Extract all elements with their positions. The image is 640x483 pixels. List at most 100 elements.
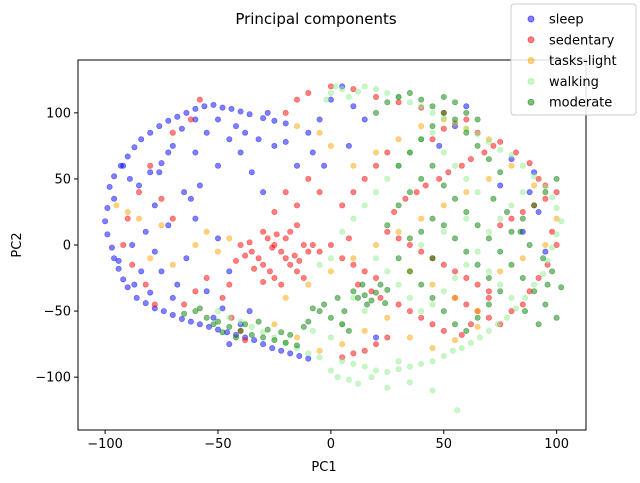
- data-point: [354, 294, 361, 301]
- data-point: [406, 308, 413, 315]
- data-point: [305, 248, 312, 255]
- data-point: [309, 242, 316, 249]
- legend-label: tasks-light: [549, 54, 617, 69]
- data-point: [542, 248, 549, 255]
- data-point: [395, 99, 402, 106]
- data-point: [271, 337, 278, 344]
- data-point: [440, 261, 447, 268]
- data-point: [151, 248, 158, 255]
- data-point: [341, 308, 348, 315]
- data-point: [120, 276, 127, 283]
- data-point: [474, 131, 481, 138]
- data-point: [339, 358, 346, 365]
- data-point: [372, 334, 379, 341]
- data-point: [418, 123, 425, 130]
- legend-label: sedentary: [549, 33, 615, 48]
- data-point: [542, 242, 549, 249]
- data-point: [187, 116, 194, 123]
- data-point: [440, 222, 447, 229]
- series-sedentary: [120, 83, 560, 361]
- data-point: [508, 215, 515, 222]
- legend-label: moderate: [549, 96, 612, 111]
- data-point: [440, 352, 447, 359]
- data-point: [526, 189, 533, 196]
- data-point: [226, 314, 233, 321]
- data-point: [136, 182, 143, 189]
- data-point: [115, 257, 122, 264]
- data-point: [332, 83, 339, 90]
- data-point: [497, 281, 504, 288]
- data-point: [158, 160, 165, 167]
- data-point: [124, 209, 131, 216]
- data-point: [187, 318, 194, 325]
- data-point: [463, 175, 470, 182]
- data-point: [458, 331, 465, 338]
- data-point: [242, 337, 249, 344]
- data-point: [309, 149, 316, 156]
- data-point: [293, 268, 300, 275]
- y-tick-label: 100: [46, 106, 71, 121]
- data-point: [542, 183, 549, 190]
- data-point: [451, 321, 458, 328]
- data-point: [321, 162, 328, 169]
- data-point: [485, 294, 492, 301]
- data-point: [282, 339, 289, 346]
- data-point: [418, 136, 425, 143]
- data-point: [210, 321, 217, 328]
- data-point: [474, 116, 481, 123]
- data-point: [361, 327, 368, 334]
- data-point: [203, 274, 210, 281]
- data-point: [273, 231, 280, 238]
- data-point: [350, 261, 357, 268]
- data-point: [384, 99, 391, 106]
- data-point: [395, 366, 402, 373]
- data-point: [316, 308, 323, 315]
- data-point: [418, 281, 425, 288]
- data-point: [540, 271, 547, 278]
- data-point: [354, 380, 361, 387]
- data-point: [350, 350, 357, 357]
- legend-marker: [527, 98, 535, 106]
- data-point: [215, 308, 222, 315]
- data-point: [102, 218, 109, 225]
- data-point: [406, 149, 413, 156]
- data-point: [266, 268, 273, 275]
- data-point: [474, 314, 481, 321]
- data-point: [296, 257, 303, 264]
- data-point: [316, 248, 323, 255]
- data-point: [345, 235, 352, 242]
- data-point: [271, 209, 278, 216]
- data-point: [494, 321, 501, 328]
- data-point: [260, 189, 267, 196]
- data-point: [201, 103, 208, 110]
- data-point: [361, 363, 368, 370]
- data-point: [526, 160, 533, 167]
- data-point: [192, 215, 199, 222]
- data-point: [169, 261, 176, 268]
- data-point: [384, 286, 391, 293]
- data-point: [531, 182, 538, 189]
- data-point: [531, 281, 538, 288]
- data-point: [463, 261, 470, 268]
- data-point: [147, 169, 154, 176]
- data-point: [451, 294, 458, 301]
- data-point: [497, 222, 504, 229]
- data-point: [291, 252, 298, 259]
- data-point: [255, 318, 262, 325]
- data-point: [248, 331, 255, 338]
- data-point: [521, 308, 528, 315]
- data-point: [395, 94, 402, 101]
- data-point: [512, 305, 519, 312]
- data-point: [226, 268, 233, 275]
- data-point: [429, 162, 436, 169]
- data-point: [196, 96, 203, 103]
- data-point: [372, 341, 379, 348]
- data-point: [406, 99, 413, 106]
- data-point: [181, 301, 188, 308]
- data-point: [260, 261, 267, 268]
- legend-item-moderate: moderate: [527, 96, 612, 111]
- data-point: [463, 301, 470, 308]
- data-point: [350, 215, 357, 222]
- data-point: [440, 308, 447, 315]
- data-point: [354, 88, 361, 95]
